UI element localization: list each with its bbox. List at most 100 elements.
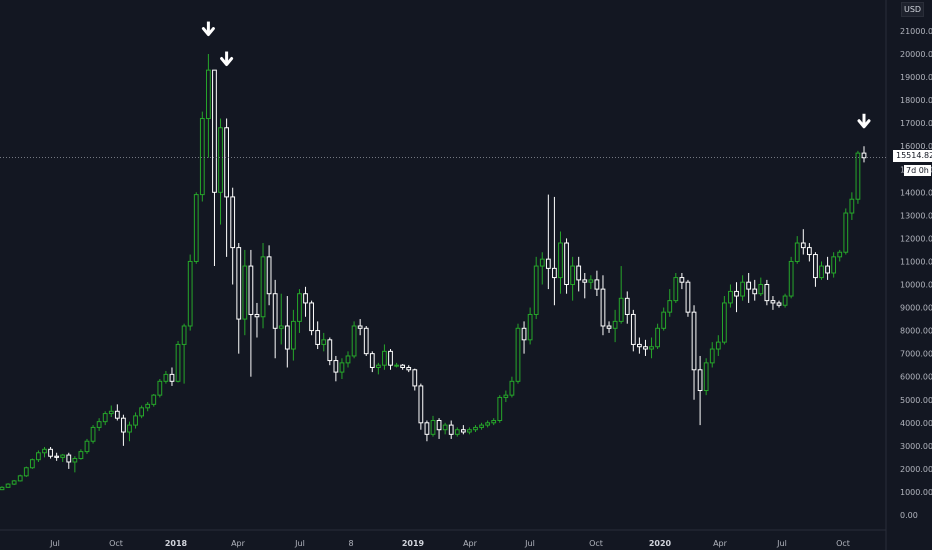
candle (843, 208, 849, 255)
candle (321, 332, 327, 352)
candle-body (649, 346, 654, 350)
candle-body (145, 403, 151, 409)
candle-body (412, 369, 418, 387)
candle (473, 425, 478, 433)
candle-body (467, 429, 472, 433)
candle (606, 321, 612, 333)
candle-body (782, 295, 788, 306)
candle (272, 279, 278, 359)
x-tick-label: Oct (589, 539, 603, 548)
candle (78, 449, 84, 460)
candle (624, 291, 630, 324)
candle-body (576, 265, 582, 281)
currency-badge[interactable]: USD (901, 2, 925, 17)
candle-body (242, 265, 248, 320)
candle (48, 447, 53, 459)
candle-body (315, 330, 321, 345)
candle-body (661, 311, 667, 329)
candle-body (728, 290, 733, 304)
candle (582, 272, 588, 299)
candle (357, 319, 363, 336)
candle-body (448, 424, 454, 435)
candle-body (333, 360, 339, 373)
candle (193, 192, 199, 264)
candle (825, 256, 830, 280)
candle (515, 323, 521, 384)
candle-body (290, 320, 296, 350)
candle-body (582, 279, 588, 283)
candle-body (709, 348, 715, 364)
candle-body (806, 247, 812, 256)
candle (600, 275, 606, 336)
candle-body (776, 302, 782, 306)
x-tick-label: Oct (109, 539, 123, 548)
candle (685, 279, 691, 317)
candle-body (643, 346, 648, 350)
candle (102, 411, 108, 426)
candle (284, 296, 290, 368)
candle-body (539, 258, 545, 267)
candle-body (363, 327, 369, 355)
candle (388, 349, 393, 370)
candle-body (163, 373, 169, 382)
candle (42, 447, 47, 458)
candle (17, 474, 23, 482)
y-tick-label: 7000.00 (900, 350, 932, 359)
candle (430, 415, 436, 437)
x-tick-label: Apr (463, 539, 478, 548)
candle-body (703, 362, 709, 392)
down-arrow-icon (201, 21, 215, 37)
candle (485, 420, 491, 428)
candle (800, 229, 806, 255)
candle (734, 282, 739, 313)
candle (770, 296, 776, 310)
candle-body (454, 429, 460, 435)
candle-body (606, 325, 612, 329)
candle (333, 355, 339, 382)
candle (588, 275, 594, 290)
candle (831, 252, 837, 278)
candle-body (685, 281, 691, 313)
candle-body (187, 260, 193, 327)
candle (776, 300, 782, 308)
candle-body (764, 284, 770, 302)
candle (36, 450, 41, 462)
candle (782, 293, 788, 308)
candle (594, 270, 600, 297)
y-tick-label: 17000.00 (900, 119, 932, 128)
candle-body (515, 327, 521, 382)
candle-body (509, 380, 515, 396)
y-tick-label: 18000.00 (900, 96, 932, 105)
candle-body (503, 394, 509, 398)
candle-body (825, 265, 830, 274)
candle (667, 289, 673, 317)
candle-body (121, 417, 126, 433)
candle (199, 111, 205, 202)
candle (175, 340, 181, 383)
candle (539, 252, 545, 285)
y-tick-label: 2000.00 (900, 465, 932, 474)
x-tick-label: Oct (836, 539, 850, 548)
candle-body (266, 256, 272, 295)
candle (503, 390, 509, 403)
candle (728, 284, 733, 308)
candle (570, 256, 576, 301)
candle (837, 249, 843, 262)
candle (412, 368, 418, 391)
candle-body (96, 421, 102, 428)
candle (661, 307, 667, 331)
y-tick-label: 3000.00 (900, 442, 932, 451)
candle (545, 194, 551, 290)
candle (491, 418, 497, 426)
candle-body (66, 454, 72, 463)
x-tick-label: 2019 (402, 539, 425, 548)
candle (454, 427, 460, 437)
candle-body (139, 407, 145, 417)
candle (0, 486, 5, 491)
candles (0, 54, 867, 491)
candle-body (224, 127, 229, 198)
candle (369, 351, 375, 373)
candle-body (788, 260, 794, 297)
candle-body (479, 424, 484, 428)
